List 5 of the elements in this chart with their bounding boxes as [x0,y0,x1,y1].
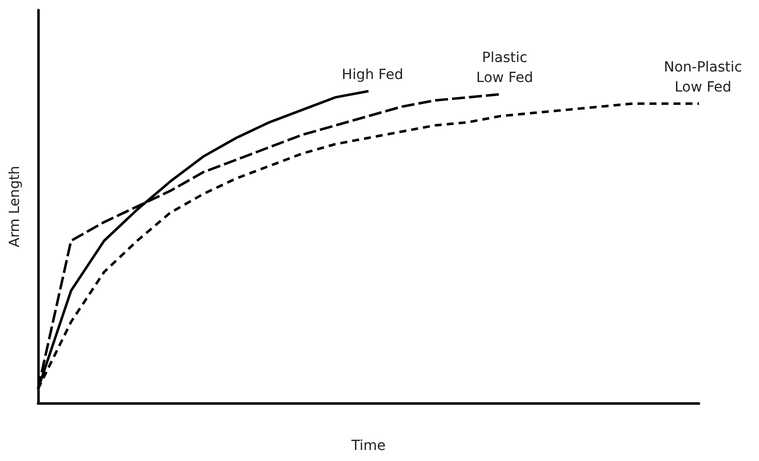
series-label: High Fed [342,67,404,84]
y-axis-title: Arm Length [7,166,23,248]
series-label: Plastic Low Fed [476,50,534,86]
series-label: Non-Plastic Low Fed [664,60,742,96]
x-axis-title: Time [350,438,386,454]
